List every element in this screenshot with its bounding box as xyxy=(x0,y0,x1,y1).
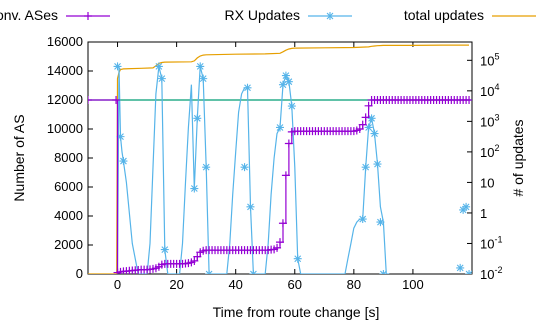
rx-updates-point xyxy=(456,263,465,272)
rx-updates-point xyxy=(205,270,214,274)
legend-label-conv-ases: Conv. ASes xyxy=(0,7,58,23)
y-left-tick-label: 14000 xyxy=(47,63,83,78)
rx-updates-point xyxy=(281,71,290,80)
rx-updates-point xyxy=(190,184,199,193)
rx-updates-point xyxy=(199,74,208,83)
rx-updates-point xyxy=(284,77,293,86)
conv-ases-point xyxy=(364,101,373,110)
conv-ases-point xyxy=(281,171,290,180)
rx-updates-line xyxy=(116,66,390,274)
conv-ases-point xyxy=(361,113,370,122)
conv-ases-point xyxy=(355,125,364,133)
x-tick-label: 0 xyxy=(114,277,121,292)
rx-updates-point xyxy=(154,62,163,71)
y-left-tick-label: 4000 xyxy=(54,208,83,223)
legend-label-rx-updates: RX Updates xyxy=(225,7,300,23)
conv-ases-point xyxy=(193,252,202,261)
y-right-tick-label: 10-2 xyxy=(480,265,502,282)
conv-ases-point xyxy=(284,139,293,148)
y-right-tick-label: 10-1 xyxy=(480,234,502,251)
rx-updates-point xyxy=(358,215,367,224)
rx-updates-point xyxy=(119,157,128,166)
y-left-tick-label: 6000 xyxy=(54,179,83,194)
rx-updates-point xyxy=(243,83,252,92)
rx-updates-point xyxy=(376,218,385,227)
series-layer xyxy=(88,44,472,274)
y-right-tick-label: 103 xyxy=(480,112,499,129)
total-updates-line xyxy=(88,44,469,274)
rx-updates-point xyxy=(370,129,379,138)
conv-ases-point xyxy=(273,243,282,252)
legend: Conv. ASes RX Updates total updates xyxy=(0,7,536,23)
rx-updates-point xyxy=(202,163,211,172)
x-axis-title: Time from route change [s] xyxy=(213,304,380,320)
legend-sample-rx-updates xyxy=(308,12,352,20)
rx-updates-point xyxy=(276,123,284,132)
rx-updates-point xyxy=(462,202,471,211)
x-tick-label: 20 xyxy=(169,277,183,292)
x-tick-label: 100 xyxy=(402,277,424,292)
conv-ases-point xyxy=(276,238,284,247)
y-right-tick-label: 105 xyxy=(480,51,499,68)
rx-updates-point xyxy=(249,270,258,274)
y-right-tick-label: 104 xyxy=(480,82,499,99)
y-left-tick-label: 12000 xyxy=(47,92,83,107)
y-right-tick-label: 102 xyxy=(480,143,499,160)
y-left-tick-label: 8000 xyxy=(54,150,83,165)
rx-updates-point xyxy=(160,245,169,254)
y-axis-left-title: Number of AS xyxy=(11,114,27,201)
legend-marker-conv-ases xyxy=(84,12,92,20)
x-tick-label: 80 xyxy=(347,277,361,292)
y-left-tick-label: 2000 xyxy=(54,237,83,252)
x-tick-label: 40 xyxy=(228,277,242,292)
y-axis-right-title: # of updates xyxy=(510,119,526,196)
rx-updates-point xyxy=(373,160,382,169)
conv-ases-point xyxy=(112,96,121,104)
plot-area: 0 20 40 60 80 100 0 2000 4000 6000 8000 10000 12000 1… xyxy=(47,34,503,292)
y-left-tick-label: 10000 xyxy=(47,121,83,136)
conv-ases-point xyxy=(88,96,92,104)
rx-updates-point xyxy=(193,114,202,123)
conv-ases-point xyxy=(190,256,199,265)
conv-ases-point xyxy=(358,120,367,129)
x-tick-label: 60 xyxy=(288,277,302,292)
conv-ases-point xyxy=(465,96,472,104)
rx-updates-point xyxy=(293,254,302,263)
rx-updates-point xyxy=(364,123,373,132)
rx-updates-point xyxy=(246,202,255,211)
rx-updates-point xyxy=(361,163,370,172)
rx-updates-point xyxy=(240,163,249,172)
rx-updates-point xyxy=(157,74,166,83)
rx-updates-point xyxy=(116,132,125,141)
rx-updates-point xyxy=(287,102,296,111)
y-right-tick-label: 1 xyxy=(480,206,487,221)
legend-marker-rx-updates xyxy=(326,12,334,20)
rx-updates-point xyxy=(113,62,122,71)
rx-updates-point xyxy=(367,114,376,123)
legend-sample-conv-ases xyxy=(66,12,110,20)
rx-updates-point xyxy=(196,62,205,71)
conv-ases-point xyxy=(278,219,287,228)
legend-label-total-updates: total updates xyxy=(404,7,484,23)
rx-updates-point xyxy=(459,205,468,214)
rx-updates-point xyxy=(278,80,287,89)
rx-updates-point xyxy=(465,270,472,274)
y-left-tick-label: 16000 xyxy=(47,34,83,49)
y-left-tick-label: 0 xyxy=(76,266,83,281)
y-right-tick-label: 10 xyxy=(480,175,494,190)
rx-updates-point xyxy=(379,270,388,274)
